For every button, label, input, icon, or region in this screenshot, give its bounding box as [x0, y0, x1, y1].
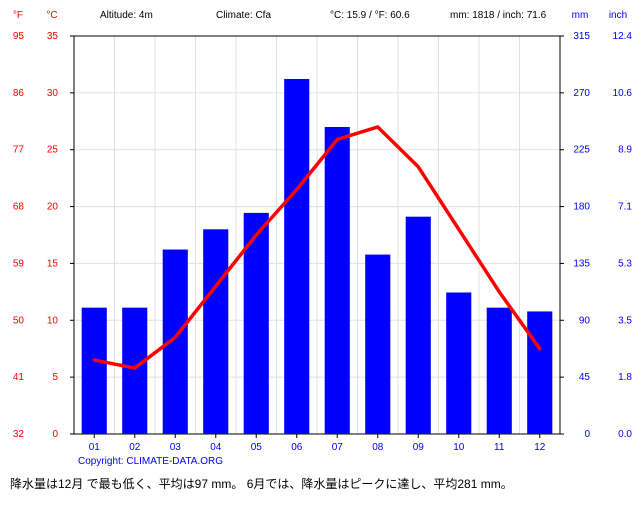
- axis-f-tick: 59: [13, 258, 25, 269]
- precip-bar: [284, 79, 309, 434]
- axis-f-tick: 32: [13, 429, 25, 440]
- axis-mm-tick: 45: [579, 372, 591, 383]
- axis-mm-tick: 0: [584, 429, 590, 440]
- axis-f-tick: 77: [13, 145, 25, 156]
- axis-c-tick: 10: [47, 315, 59, 326]
- axis-mm-tick: 315: [573, 31, 590, 42]
- x-tick-label: 08: [372, 442, 384, 453]
- axis-inch-label: inch: [609, 10, 627, 21]
- precip-bar: [487, 308, 512, 434]
- axis-mm-tick: 180: [573, 202, 590, 213]
- x-tick-label: 06: [291, 442, 303, 453]
- copyright-text: Copyright: CLIMATE-DATA.ORG: [78, 456, 223, 467]
- axis-c-label: °C: [46, 10, 57, 21]
- axis-c-tick: 5: [52, 372, 58, 383]
- axis-inch-tick: 0.0: [618, 429, 632, 440]
- axis-c-tick: 25: [47, 145, 59, 156]
- axis-c-tick: 30: [47, 88, 59, 99]
- x-tick-label: 11: [494, 442, 505, 453]
- header-altitude: Altitude: 4m: [100, 10, 153, 21]
- axis-mm-tick: 135: [573, 258, 590, 269]
- axis-mm-tick: 225: [573, 145, 590, 156]
- precip-bar: [325, 127, 350, 434]
- axis-inch-tick: 12.4: [613, 31, 633, 42]
- axis-c-tick: 20: [47, 202, 59, 213]
- chart-caption: 降水量は12月 で最も低く、平均は97 mm。 6月では、降水量はピークに達し、…: [0, 470, 640, 503]
- axis-c-tick: 15: [47, 258, 59, 269]
- header-avg: °C: 15.9 / °F: 60.6: [330, 10, 410, 21]
- axis-inch-tick: 1.8: [618, 372, 632, 383]
- climate-chart: °F °C mm inch 32 0 41 5 50 10 59 15 68 20 77 25 86 30 95 35…: [0, 0, 640, 470]
- axis-inch-tick: 3.5: [618, 315, 632, 326]
- x-tick-label: 03: [170, 442, 182, 453]
- precip-bar: [406, 217, 431, 434]
- axis-f-tick: 68: [13, 202, 25, 213]
- chart-svg: °F °C mm inch 32 0 41 5 50 10 59 15 68 20 77 25 86 30 95 35…: [0, 0, 640, 470]
- x-tick-label: 05: [251, 442, 263, 453]
- x-tick-label: 02: [129, 442, 141, 453]
- axis-f-label: °F: [13, 10, 23, 21]
- precip-bar: [163, 250, 188, 434]
- x-tick-label: 07: [332, 442, 344, 453]
- header-climate: Climate: Cfa: [216, 10, 271, 21]
- axis-inch-tick: 8.9: [618, 145, 632, 156]
- axis-f-tick: 50: [13, 315, 25, 326]
- x-tick-label: 09: [413, 442, 425, 453]
- x-tick-label: 04: [210, 442, 222, 453]
- axis-f-tick: 86: [13, 88, 25, 99]
- axis-inch-tick: 7.1: [618, 202, 632, 213]
- x-tick-label: 10: [453, 442, 465, 453]
- precip-bar: [446, 292, 471, 434]
- axis-mm-tick: 90: [579, 315, 591, 326]
- axis-c-tick: 35: [47, 31, 59, 42]
- precip-bar: [122, 308, 147, 434]
- precip-bar: [365, 255, 390, 434]
- axis-inch-tick: 10.6: [613, 88, 633, 99]
- axis-f-tick: 41: [13, 372, 25, 383]
- axis-inch-tick: 5.3: [618, 258, 632, 269]
- precip-bar: [203, 229, 228, 434]
- header-precip: mm: 1818 / inch: 71.6: [450, 10, 547, 21]
- axis-mm-label: mm: [572, 10, 589, 21]
- axis-f-tick: 95: [13, 31, 25, 42]
- axis-c-tick: 0: [52, 429, 58, 440]
- axis-mm-tick: 270: [573, 88, 590, 99]
- precip-bar: [82, 308, 107, 434]
- x-tick-label: 12: [534, 442, 546, 453]
- x-tick-label: 01: [89, 442, 101, 453]
- precip-bar: [527, 311, 552, 434]
